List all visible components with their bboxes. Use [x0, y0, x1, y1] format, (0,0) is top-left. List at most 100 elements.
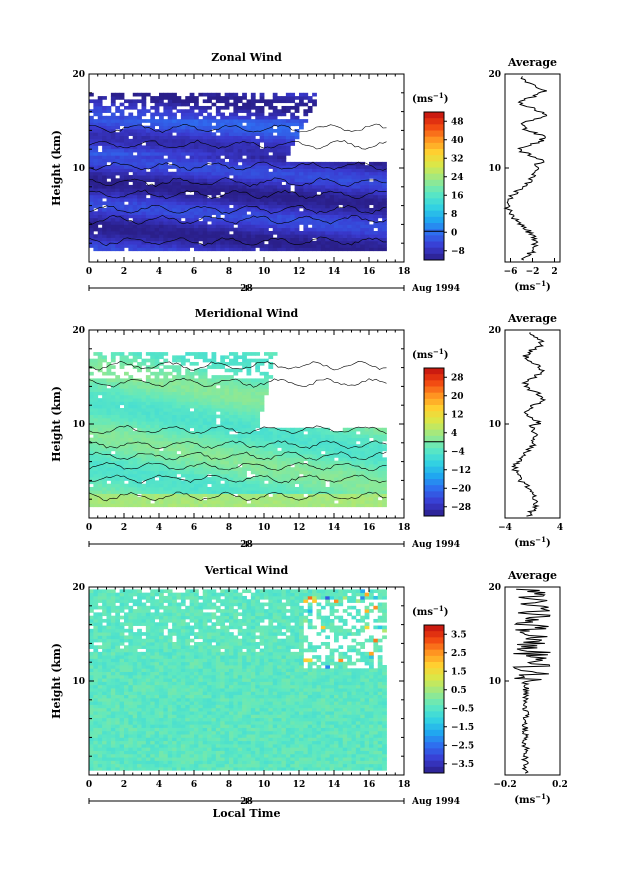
heatmap-cell — [307, 440, 313, 445]
heatmap-cell — [255, 227, 261, 232]
heatmap-cell — [159, 388, 164, 392]
heatmap-cell — [233, 486, 239, 491]
heatmap-cell — [110, 358, 116, 363]
heatmap-cell — [272, 161, 278, 166]
heatmap-cell — [229, 375, 234, 379]
heatmap-cell — [255, 490, 261, 494]
heatmap-cell — [277, 178, 282, 183]
heatmap-cell — [159, 214, 164, 219]
heatmap-cell — [320, 207, 326, 212]
heatmap-cell — [224, 496, 230, 501]
heatmap-cell — [312, 204, 317, 209]
heatmap-cell — [198, 109, 204, 113]
heatmap-cell — [307, 181, 313, 186]
heatmap-cell — [137, 148, 142, 153]
heatmap-cell — [237, 411, 243, 415]
heatmap-cell — [281, 214, 287, 219]
heatmap-cell — [198, 165, 204, 169]
heatmap-cell — [342, 237, 348, 242]
colorbar-tick-label: 16 — [451, 191, 464, 201]
heatmap-cell — [325, 463, 331, 468]
heatmap-cell — [250, 457, 256, 462]
heatmap-cell — [229, 152, 234, 156]
heatmap-cell — [259, 247, 265, 252]
heatmap-cell — [316, 496, 322, 501]
heatmap-cell — [268, 477, 274, 481]
heatmap-cell — [373, 175, 379, 179]
heatmap-cell — [128, 421, 134, 425]
heatmap-cell — [163, 490, 169, 494]
heatmap-cell — [369, 168, 374, 173]
heatmap-cell — [325, 470, 331, 475]
heatmap-cell — [250, 467, 256, 471]
heatmap-cell — [351, 214, 357, 219]
date-label: 28 — [240, 284, 253, 294]
heatmap-cell — [364, 171, 370, 176]
heatmap-cell — [106, 424, 112, 429]
heatmap-cell — [259, 483, 265, 488]
heatmap-cell — [325, 237, 331, 242]
heatmap-cell — [285, 161, 291, 166]
heatmap-cell — [102, 234, 107, 238]
heatmap-cell — [154, 417, 160, 422]
heatmap-cell — [110, 142, 116, 146]
heatmap-cell — [281, 224, 287, 229]
heatmap-cell — [141, 358, 147, 363]
heatmap-cell — [93, 119, 99, 123]
heatmap-cell — [329, 500, 335, 504]
heatmap-cell — [93, 244, 99, 248]
heatmap-cell — [167, 424, 173, 429]
heatmap-cell — [102, 408, 107, 412]
heatmap-cell — [145, 188, 151, 192]
heatmap-cell — [198, 496, 204, 501]
heatmap-cell — [312, 165, 317, 169]
heatmap-cell — [128, 165, 134, 169]
heatmap-cell — [224, 437, 230, 442]
heatmap-cell — [176, 414, 182, 419]
heatmap-cell — [264, 132, 269, 136]
heatmap-cell — [268, 112, 274, 117]
heatmap-cell — [229, 434, 234, 439]
heatmap-cell — [377, 181, 383, 186]
heatmap-cell — [180, 483, 186, 488]
heatmap-cell — [132, 457, 138, 462]
heatmap-cell — [250, 227, 256, 232]
heatmap-cell — [115, 92, 121, 97]
heatmap-cell — [119, 414, 125, 419]
heatmap-cell — [163, 161, 169, 166]
heatmap-cell — [285, 152, 291, 156]
heatmap-cell — [347, 437, 352, 442]
heatmap-cell — [102, 125, 107, 130]
heatmap-cell — [194, 230, 199, 235]
heatmap-cell — [198, 460, 204, 465]
heatmap-cell — [303, 503, 309, 508]
heatmap-cell — [351, 234, 357, 238]
heatmap-cell — [290, 503, 296, 508]
heatmap-cell — [176, 388, 182, 392]
heatmap-cell — [194, 198, 199, 202]
heatmap-cell — [180, 391, 186, 396]
heatmap-cell — [259, 394, 265, 399]
heatmap-cell — [198, 352, 204, 356]
heatmap-cell — [382, 181, 387, 186]
heatmap-cell — [172, 493, 177, 498]
heatmap-cell — [272, 188, 278, 192]
heatmap-cell — [167, 480, 173, 485]
heatmap-cell — [145, 368, 151, 373]
heatmap-cell — [128, 398, 134, 402]
heatmap-cell — [172, 155, 177, 159]
heatmap-cell — [268, 365, 274, 369]
heatmap-cell — [202, 142, 208, 146]
heatmap-cell — [229, 132, 234, 136]
heatmap-cell — [93, 102, 99, 107]
heatmap-cell — [119, 119, 125, 123]
heatmap-cell — [211, 155, 217, 159]
heatmap-cell — [255, 207, 261, 212]
heatmap-cell — [115, 191, 121, 196]
heatmap-cell — [294, 457, 300, 462]
heatmap-cell — [329, 204, 335, 209]
heatmap-cell — [167, 470, 173, 475]
heatmap-cell — [106, 391, 112, 396]
heatmap-cell — [307, 431, 313, 435]
heatmap-cell — [320, 460, 326, 465]
